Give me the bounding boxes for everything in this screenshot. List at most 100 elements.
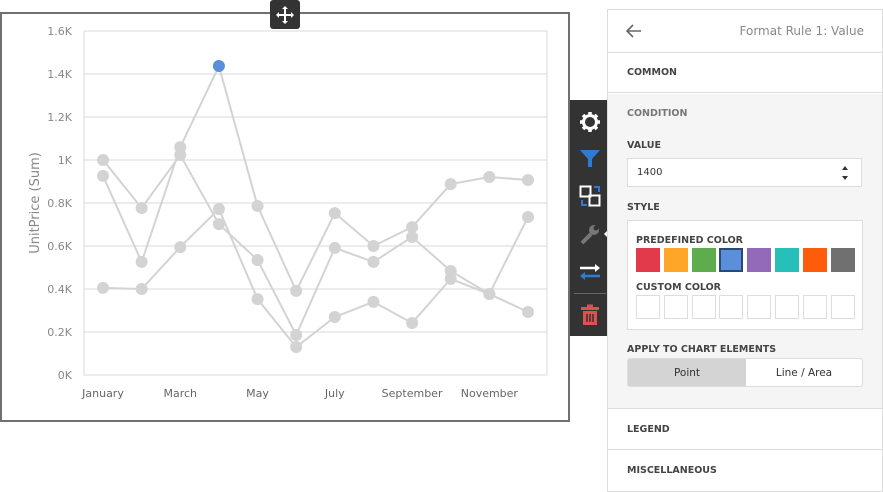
item-toolbar — [570, 100, 610, 336]
delete-button[interactable] — [570, 297, 610, 333]
custom-color-swatch[interactable] — [830, 295, 855, 319]
data-point — [97, 169, 109, 182]
style-box: PREDEFINED COLOR CUSTOM COLOR — [627, 220, 863, 330]
value-label: VALUE — [627, 140, 661, 151]
section-common[interactable]: COMMON — [608, 53, 882, 93]
custom-color-swatch[interactable] — [802, 295, 827, 319]
y-tick-label: 0.4K — [47, 283, 72, 296]
series-line — [102, 63, 529, 294]
y-tick-label: 0K — [58, 369, 73, 382]
data-point — [212, 60, 225, 73]
panel-header: Format Rule 1: Value — [608, 10, 882, 53]
x-tick-label: November — [461, 387, 519, 400]
apply-point-button[interactable]: Point — [628, 359, 746, 386]
x-tick-label: July — [324, 387, 345, 400]
data-point — [483, 287, 496, 300]
data-point — [97, 154, 109, 166]
custom-colors — [636, 295, 856, 319]
section-miscellaneous[interactable]: MISCELLANEOUS — [608, 450, 882, 491]
y-tick-label: 1K — [58, 154, 73, 167]
data-point — [483, 170, 496, 183]
y-axis-title: UnitPrice (Sum) — [28, 152, 43, 254]
custom-color-swatch[interactable] — [636, 295, 660, 319]
custom-color-swatch[interactable] — [691, 295, 716, 319]
condition-label: CONDITION — [627, 108, 688, 119]
apply-label: APPLY TO CHART ELEMENTS — [627, 344, 777, 355]
apply-line-area-button[interactable]: Line / Area — [775, 366, 833, 379]
x-tick-label: March — [163, 387, 197, 400]
transpose-icon — [580, 264, 600, 280]
series-line — [102, 207, 529, 349]
value-input[interactable]: 1400 — [627, 158, 862, 187]
filter-icon — [580, 150, 600, 167]
section-legend[interactable]: LEGEND — [608, 410, 882, 450]
y-tick-label: 1.4K — [47, 68, 72, 81]
spin-arrows-icon[interactable] — [841, 165, 849, 181]
y-tick-label: 1.2K — [47, 111, 72, 124]
data-point — [251, 200, 264, 213]
move-handle[interactable] — [270, 0, 300, 29]
x-tick-label: May — [246, 387, 269, 400]
y-tick-label: 0.2K — [47, 326, 72, 339]
color-swatch[interactable] — [802, 248, 827, 272]
color-swatch[interactable] — [636, 248, 660, 272]
color-swatch[interactable] — [719, 248, 744, 272]
toolbar-divider — [574, 293, 606, 294]
color-swatch[interactable] — [775, 248, 799, 272]
data-point — [290, 284, 303, 297]
data-point — [135, 283, 148, 295]
style-label: STYLE — [627, 202, 660, 213]
value-text: 1400 — [637, 167, 663, 178]
panel-title: Format Rule 1: Value — [739, 24, 864, 38]
data-point — [367, 255, 380, 268]
settings-button[interactable] — [570, 104, 610, 140]
data-point — [174, 149, 187, 162]
format-rule-panel: Format Rule 1: Value COMMON CONDITION VA… — [607, 9, 883, 492]
data-point — [328, 207, 341, 220]
move-icon — [276, 5, 294, 24]
data-point — [97, 281, 109, 294]
series-line — [102, 153, 529, 338]
color-swatch[interactable] — [830, 248, 855, 272]
data-point — [406, 230, 419, 243]
data-point — [135, 201, 148, 214]
y-tick-label: 1.6K — [47, 25, 72, 38]
data-point — [328, 241, 341, 254]
custom-color-swatch[interactable] — [775, 295, 799, 319]
data-point — [522, 173, 534, 186]
data-point — [522, 306, 534, 319]
custom-color-swatch[interactable] — [663, 295, 688, 319]
trash-icon — [581, 304, 599, 325]
data-point — [444, 178, 457, 191]
swap-series-icon — [579, 185, 601, 207]
data-point — [251, 293, 264, 306]
data-point — [328, 310, 341, 323]
data-point — [290, 341, 303, 354]
data-point — [290, 329, 303, 342]
back-arrow-icon[interactable] — [626, 24, 642, 38]
data-point — [212, 218, 225, 231]
filter-button[interactable] — [570, 140, 610, 176]
data-point — [406, 316, 419, 329]
chart-item[interactable]: 0K 0.2K 0.4K 0.6K 0.8K 1K 1.2K 1.4K 1.6K January M… — [0, 12, 570, 422]
predefined-color-label: PREDEFINED COLOR — [636, 235, 743, 246]
color-swatch[interactable] — [747, 248, 772, 272]
wrench-icon — [580, 225, 599, 245]
y-tick-label: 0.8K — [47, 197, 72, 210]
transpose-button[interactable] — [570, 254, 610, 290]
predefined-colors — [636, 248, 856, 272]
section-common-label: COMMON — [627, 67, 677, 78]
section-misc-label: MISCELLANEOUS — [627, 465, 717, 476]
series-type-button[interactable] — [570, 178, 610, 214]
data-point — [212, 203, 225, 216]
color-swatch[interactable] — [663, 248, 688, 272]
data-point — [135, 255, 148, 268]
data-point — [444, 272, 457, 285]
x-tick-label: January — [81, 387, 124, 400]
color-swatch[interactable] — [691, 248, 716, 272]
custom-color-swatch[interactable] — [719, 295, 744, 319]
y-tick-label: 0.6K — [47, 240, 72, 253]
custom-color-swatch[interactable] — [747, 295, 772, 319]
section-legend-label: LEGEND — [627, 424, 670, 435]
format-rules-button[interactable] — [570, 216, 610, 252]
